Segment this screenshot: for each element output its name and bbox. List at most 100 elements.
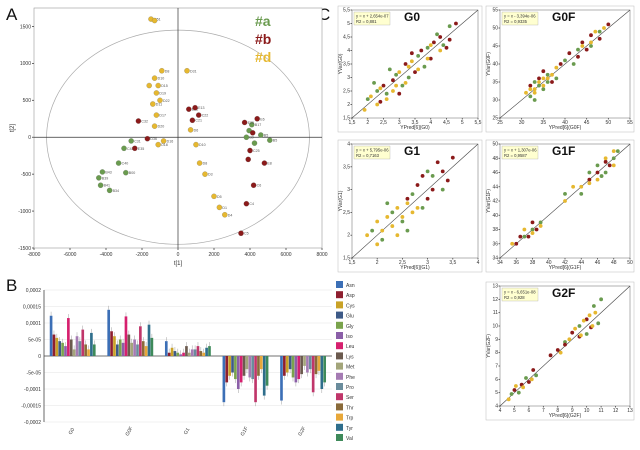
panel-a-point: [222, 212, 228, 218]
panel-b-category-label: G2F: [297, 426, 307, 437]
panel-c-point: [441, 43, 446, 47]
panel-a-point: [123, 169, 129, 176]
panel-b-bar: [196, 346, 200, 356]
panel-c-ytick-label: 40: [492, 213, 498, 219]
panel-b-bar: [167, 352, 171, 356]
panel-c-point: [554, 65, 559, 70]
panel-a-score-plot: -8000 -6000 -4000 -2000 0 2000 4000 6000 8000 -15…: [10, 7, 328, 267]
panel-c-point: [570, 330, 575, 335]
panel-c-r2: R2 = 0,928: [504, 295, 525, 300]
panel-c-point: [422, 64, 427, 69]
panel-b-bar: [234, 356, 237, 380]
panel-c-point: [405, 201, 410, 206]
panel-b-bar: [208, 346, 211, 356]
panel-c-point: [419, 48, 424, 53]
panel-c-xtick-label: 3: [398, 120, 401, 126]
panel-c-point: [420, 205, 425, 210]
panel-a-point: [250, 182, 257, 188]
panel-c-point: [599, 174, 604, 178]
panel-c-point: [541, 69, 546, 74]
panel-c-point: [563, 340, 567, 344]
panel-c-xtick-label: 46: [595, 260, 601, 266]
panel-a-point: [211, 193, 217, 200]
panel-a-point: [151, 123, 158, 129]
panel-c-r2: R2 = 0,7163: [356, 153, 380, 158]
panel-a-legend-entry: #b: [255, 31, 271, 47]
panel-c-point: [607, 163, 612, 168]
panel-c-point: [370, 228, 375, 233]
panel-c-point: [390, 224, 395, 228]
panel-c-xtick-label: 5,5: [475, 120, 482, 126]
panel-a-point-label: D18: [161, 143, 168, 147]
panel-c-point: [576, 47, 580, 52]
panel-c-xtick-label: 12: [613, 408, 619, 414]
panel-a-xtick-label: -2000: [136, 252, 149, 258]
panel-b-bar: [150, 337, 154, 356]
panel-b-bar: [202, 352, 206, 356]
panel-c-point: [438, 35, 443, 39]
panel-b-bar: [121, 342, 125, 356]
panel-b-bar: [107, 309, 111, 356]
panel-a-point: [160, 138, 167, 144]
panel-c-point: [454, 21, 458, 26]
panel-a-point-label: D19: [159, 91, 166, 95]
panel-b-bar: [136, 344, 139, 356]
panel-b-ytick-label: 0,0002: [26, 288, 42, 294]
panel-c-xtick-label: 2,5: [399, 260, 406, 266]
panel-c-point: [534, 373, 539, 378]
panel-a-point-label: D1: [222, 206, 227, 210]
panel-c-point: [563, 58, 567, 63]
panel-a-point: [193, 141, 199, 148]
panel-a-point-label: C22: [202, 114, 209, 118]
panel-c-r2: R2 = 0,9587: [504, 153, 528, 158]
panel-c-point: [567, 337, 572, 342]
panel-c-point: [385, 215, 390, 219]
panel-b-bar: [173, 351, 177, 356]
panel-a-point: [106, 187, 113, 194]
panel-c-xtick-label: 42: [562, 260, 568, 266]
panel-a-point: [121, 145, 127, 152]
panel-b-bar: [248, 356, 252, 378]
panel-b-bar: [260, 356, 263, 370]
panel-c-point: [440, 169, 445, 174]
panel-b-legend-label: Leu: [346, 344, 355, 350]
panel-c-point: [595, 163, 600, 168]
panel-b-legend-swatch: [336, 321, 343, 329]
panel-b-legend-swatch: [336, 342, 343, 350]
panel-c-ytick-label: 42: [492, 199, 498, 205]
panel-b-bar: [308, 356, 312, 370]
panel-c-ytick-label: 5,5: [343, 8, 350, 14]
panel-c-point: [571, 184, 576, 189]
panel-a-point-label: D10: [199, 143, 206, 147]
panel-a-point: [241, 119, 248, 126]
panel-c-xtick-label: 3,5: [412, 120, 419, 126]
panel-b-bar: [317, 356, 321, 371]
panel-b-bar: [130, 342, 134, 356]
panel-c-xlabel: YPred[6](G2F): [549, 413, 582, 419]
panel-a-xtick-label: -8000: [28, 252, 41, 258]
panel-c-point: [603, 159, 608, 164]
panel-c-ytick-label: 2,5: [343, 210, 350, 216]
panel-c-ytick-label: 25: [492, 116, 498, 122]
panel-c-g0f-plot: 25 30 35 40 45 50 55 25 30 35 40 45 50 55 YPred[6](G0F…: [485, 5, 635, 133]
panel-a-point: [261, 160, 268, 166]
panel-a-point: [202, 171, 208, 177]
panel-c-ylabel: YVar(G1F): [486, 189, 492, 213]
panel-c-point: [528, 83, 533, 88]
panel-c-point: [524, 376, 528, 380]
panel-a-point-label: D4: [228, 213, 233, 217]
panel-c-point: [584, 47, 589, 52]
panel-b-bar: [58, 341, 62, 356]
panel-c-point: [603, 170, 608, 175]
panel-c-ytick-label: 50: [492, 26, 498, 32]
panel-c-point: [445, 178, 450, 183]
panel-b-bar: [61, 342, 64, 356]
panel-c-point: [444, 45, 449, 50]
panel-c-ytick-label: 4: [495, 404, 498, 410]
panel-c-xtick-label: 35: [541, 120, 547, 126]
panel-c-point: [384, 91, 389, 96]
panel-c-point: [550, 72, 554, 77]
panel-b-bar: [139, 326, 142, 356]
panel-c-point: [587, 181, 592, 186]
panel-c-equation-box: [353, 11, 391, 26]
